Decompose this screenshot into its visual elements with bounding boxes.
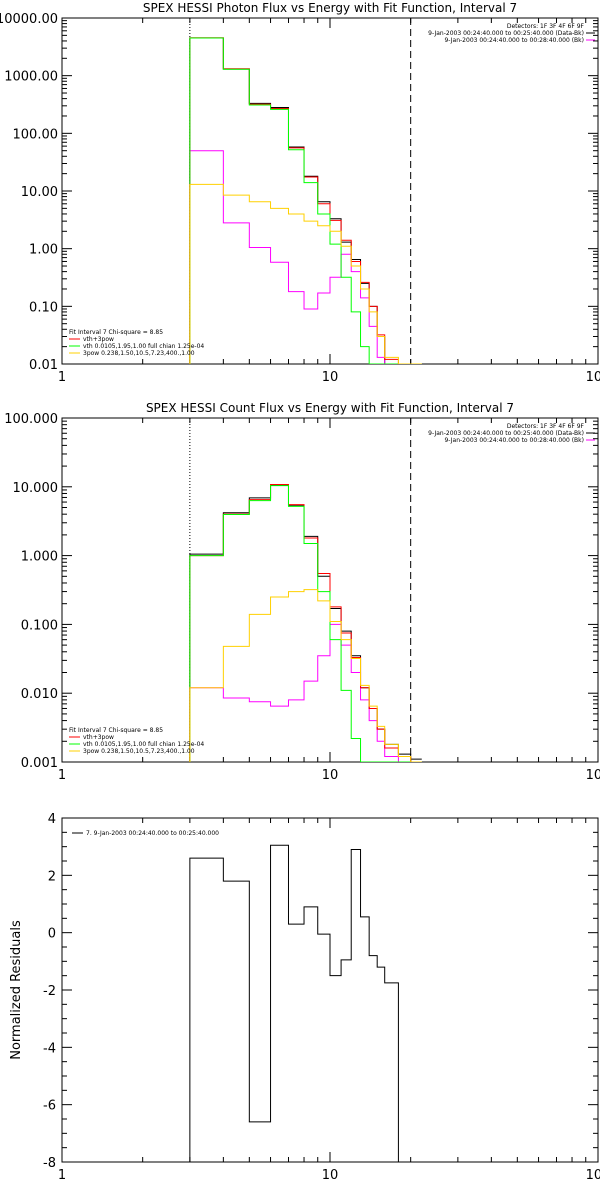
header-info-line: 9-Jan-2003 00:24:40.000 to 00:28:40.000 … (444, 37, 584, 44)
series-line-data-bk (189, 484, 422, 762)
y-tick-label: 2 (48, 869, 56, 884)
y-tick-label: -4 (43, 1041, 56, 1056)
y-tick-label: 0.010 (21, 687, 58, 702)
legend: Fit Interval 7 Chi-square = 8.85vth+3pow… (69, 329, 204, 357)
y-tick-label: 1.000 (21, 550, 58, 565)
y-tick-label: 0.100 (21, 618, 58, 633)
header-info-line: 9-Jan-2003 00:24:40.000 to 00:25:40.000 … (428, 430, 584, 437)
chart-title: SPEX HESSI Count Flux vs Energy with Fit… (146, 401, 514, 415)
series-line-data-bk (189, 37, 422, 364)
legend: 7. 9-Jan-2003 00:24:40.000 to 00:25:40.0… (72, 830, 219, 837)
series-line-vth-3pow (189, 484, 422, 762)
series-line-3pow (189, 589, 422, 762)
header-info: Detectors: 1F 3F 4F 6F 9F9-Jan-2003 00:2… (428, 23, 595, 44)
x-tick-label: 10 (322, 768, 339, 783)
x-axis: 1 10 100 (58, 818, 600, 1183)
legend-entry: 7. 9-Jan-2003 00:24:40.000 to 00:25:40.0… (86, 830, 219, 837)
y-tick-label: -6 (43, 1099, 56, 1114)
series-group (189, 37, 422, 364)
y-tick-label: 4 (48, 812, 56, 827)
series-line-bk (189, 623, 422, 762)
series-line-vth (189, 37, 422, 364)
x-tick-label: 100 (586, 370, 600, 385)
y-axis-label: Normalized Residuals (9, 920, 24, 1060)
y-tick-label: 1000.00 (4, 70, 58, 85)
series-group (189, 844, 422, 1162)
series-line-3pow (189, 183, 422, 364)
legend-fit-info: Fit Interval 7 Chi-square = 8.85 (69, 329, 163, 336)
legend-entry: vth+3pow (83, 734, 114, 741)
x-tick-label: 10 (322, 370, 339, 385)
y-tick-label: 0 (48, 927, 56, 942)
y-tick-label: -2 (43, 984, 56, 999)
header-info-line: 9-Jan-2003 00:24:40.000 to 00:28:40.000 … (444, 437, 584, 444)
legend-fit-info: Fit Interval 7 Chi-square = 8.85 (69, 727, 163, 734)
chart-panel-2: SPEX HESSI Count Flux vs Energy with Fit… (4, 401, 600, 783)
x-tick-label: 1 (58, 768, 66, 783)
legend-entry: vth+3pow (83, 336, 114, 343)
y-tick-label: -8 (43, 1156, 56, 1171)
header-info-line: Detectors: 1F 3F 4F 6F 9F (507, 423, 585, 430)
y-tick-label: 1.00 (29, 243, 58, 258)
y-tick-label: 0.10 (29, 300, 58, 315)
series-line-vth-3pow (189, 37, 422, 364)
y-tick-label: 100.000 (4, 412, 58, 427)
x-tick-label: 100 (586, 768, 600, 783)
y-tick-label: 0.01 (29, 358, 58, 373)
y-tick-label: 10.000 (13, 481, 59, 496)
legend-entry: 3pow 0.238,1.50,10.5,7.23,400.,1.00 (83, 748, 195, 755)
y-axis: -8 -6 -4 -2 0 2 4 (43, 812, 598, 1171)
series-line-vth (189, 485, 422, 762)
x-tick-label: 100 (586, 1168, 600, 1183)
header-info: Detectors: 1F 3F 4F 6F 9F9-Jan-2003 00:2… (428, 423, 595, 444)
plot-frame (61, 17, 599, 365)
series-line-residuals (189, 844, 422, 1162)
header-info-line: Detectors: 1F 3F 4F 6F 9F (507, 23, 585, 30)
y-axis: 0.001 0.010 0.100 1.000 10.000 100.000 (4, 412, 598, 771)
series-line-bk (189, 150, 422, 364)
chart-panel-3: 1 10 100 -8 -6 -4 -2 0 2 4 Normalized Residuals 7. … (9, 812, 600, 1183)
series-group (189, 484, 422, 762)
y-tick-label: 10000.00 (0, 12, 58, 27)
x-tick-label: 10 (322, 1168, 339, 1183)
chart-panel-1: SPEX HESSI Photon Flux vs Energy with Fi… (0, 1, 600, 385)
y-axis: 0.01 0.10 1.00 10.00 100.00 1000.00 10000.00 (0, 12, 598, 373)
legend-entry: vth 0.0105,1.95,1.00 full chian 1.25e-04 (83, 741, 204, 748)
legend: Fit Interval 7 Chi-square = 8.85vth+3pow… (69, 727, 204, 755)
x-tick-label: 1 (58, 1168, 66, 1183)
chart-title: SPEX HESSI Photon Flux vs Energy with Fi… (143, 1, 517, 15)
y-tick-label: 0.001 (21, 756, 58, 771)
legend-entry: vth 0.0105,1.95,1.00 full chian 1.25e-04 (83, 343, 204, 350)
legend-entry: 3pow 0.238,1.50,10.5,7.23,400.,1.00 (83, 350, 195, 357)
header-info-line: 9-Jan-2003 00:24:40.000 to 00:25:40.000 … (428, 30, 584, 37)
plot-frame (61, 817, 599, 1163)
y-tick-label: 10.00 (21, 185, 58, 200)
y-tick-label: 100.00 (13, 127, 59, 142)
x-tick-label: 1 (58, 370, 66, 385)
